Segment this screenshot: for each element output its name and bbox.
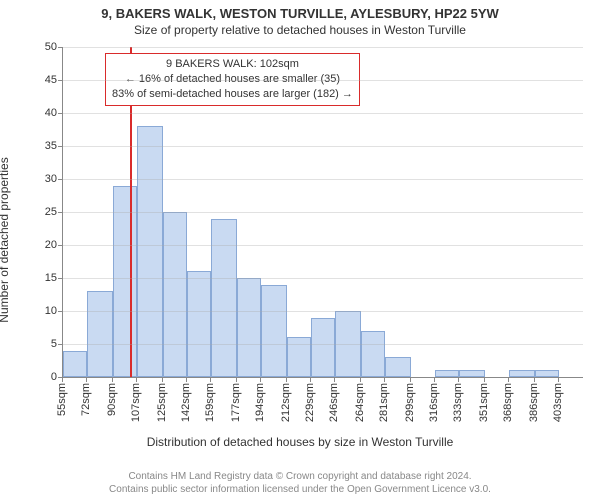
x-tick-label: 142sqm: [180, 383, 192, 422]
y-tick-label: 40: [45, 107, 63, 119]
histogram-bar: [535, 370, 559, 377]
histogram-bar: [63, 351, 87, 377]
x-tick-mark: [236, 377, 237, 382]
x-tick-label: 386sqm: [528, 383, 540, 422]
title-main: 9, BAKERS WALK, WESTON TURVILLE, AYLESBU…: [0, 6, 600, 21]
x-tick-label: 90sqm: [106, 383, 118, 416]
plot-area: 9 BAKERS WALK: 102sqm ← 16% of detached …: [62, 47, 583, 378]
chart-area: Number of detached properties 9 BAKERS W…: [0, 37, 600, 442]
histogram-bar: [361, 331, 385, 377]
x-tick-label: 229sqm: [304, 383, 316, 422]
y-tick-label: 45: [45, 74, 63, 86]
y-tick-label: 30: [45, 173, 63, 185]
x-tick-mark: [434, 377, 435, 382]
x-tick-label: 72sqm: [80, 383, 92, 416]
y-tick-label: 35: [45, 140, 63, 152]
x-tick-mark: [484, 377, 485, 382]
x-tick-mark: [458, 377, 459, 382]
grid-line: [63, 278, 583, 279]
histogram-bar: [237, 278, 261, 377]
y-tick-label: 50: [45, 41, 63, 53]
histogram-bar: [509, 370, 535, 377]
grid-line: [63, 47, 583, 48]
histogram-bar: [211, 219, 237, 377]
y-tick-label: 5: [51, 338, 63, 350]
footer: Contains HM Land Registry data © Crown c…: [0, 471, 600, 496]
x-tick-mark: [410, 377, 411, 382]
x-tick-mark: [286, 377, 287, 382]
x-ticks-layer: 55sqm72sqm90sqm107sqm125sqm142sqm159sqm1…: [62, 377, 582, 432]
x-tick-label: 55sqm: [56, 383, 68, 416]
x-tick-label: 351sqm: [478, 383, 490, 422]
x-tick-mark: [260, 377, 261, 382]
x-tick-label: 368sqm: [502, 383, 514, 422]
x-tick-label: 299sqm: [404, 383, 416, 422]
y-tick-label: 25: [45, 206, 63, 218]
x-tick-label: 125sqm: [156, 383, 168, 422]
y-tick-label: 15: [45, 272, 63, 284]
x-tick-mark: [508, 377, 509, 382]
x-tick-label: 281sqm: [378, 383, 390, 422]
chart-titles: 9, BAKERS WALK, WESTON TURVILLE, AYLESBU…: [0, 0, 600, 37]
x-tick-label: 333sqm: [452, 383, 464, 422]
x-tick-label: 403sqm: [552, 383, 564, 422]
x-tick-mark: [86, 377, 87, 382]
y-axis-label: Number of detached properties: [0, 157, 11, 322]
grid-line: [63, 212, 583, 213]
x-tick-mark: [62, 377, 63, 382]
grid-line: [63, 80, 583, 81]
x-axis-label: Distribution of detached houses by size …: [0, 435, 600, 449]
x-tick-mark: [136, 377, 137, 382]
histogram-bar: [261, 285, 287, 377]
grid-line: [63, 311, 583, 312]
x-tick-label: 194sqm: [254, 383, 266, 422]
grid-line: [63, 179, 583, 180]
annotation-line1: 9 BAKERS WALK: 102sqm: [112, 57, 353, 72]
grid-line: [63, 113, 583, 114]
grid-line: [63, 344, 583, 345]
histogram-bar: [137, 126, 163, 377]
x-tick-mark: [334, 377, 335, 382]
x-tick-mark: [360, 377, 361, 382]
x-tick-label: 246sqm: [328, 383, 340, 422]
histogram-bar: [459, 370, 485, 377]
histogram-bar: [113, 186, 137, 377]
x-tick-mark: [186, 377, 187, 382]
x-tick-mark: [558, 377, 559, 382]
x-tick-label: 159sqm: [204, 383, 216, 422]
histogram-bar: [385, 357, 411, 377]
x-tick-mark: [162, 377, 163, 382]
x-tick-label: 316sqm: [428, 383, 440, 422]
histogram-bar: [163, 212, 187, 377]
x-tick-label: 107sqm: [130, 383, 142, 422]
x-tick-mark: [310, 377, 311, 382]
annotation-line3: 83% of semi-detached houses are larger (…: [112, 87, 353, 102]
footer-line1: Contains HM Land Registry data © Crown c…: [0, 471, 600, 484]
histogram-bar: [87, 291, 113, 377]
x-tick-label: 177sqm: [230, 383, 242, 422]
x-tick-label: 212sqm: [280, 383, 292, 422]
y-tick-label: 10: [45, 305, 63, 317]
grid-line: [63, 146, 583, 147]
histogram-bar: [435, 370, 459, 377]
x-tick-label: 264sqm: [354, 383, 366, 422]
footer-line2: Contains public sector information licen…: [0, 484, 600, 497]
x-tick-mark: [210, 377, 211, 382]
x-tick-mark: [384, 377, 385, 382]
x-tick-mark: [112, 377, 113, 382]
y-tick-label: 20: [45, 239, 63, 251]
title-sub: Size of property relative to detached ho…: [0, 23, 600, 37]
grid-line: [63, 245, 583, 246]
histogram-bar: [187, 271, 211, 377]
x-tick-mark: [534, 377, 535, 382]
histogram-bar: [311, 318, 335, 377]
